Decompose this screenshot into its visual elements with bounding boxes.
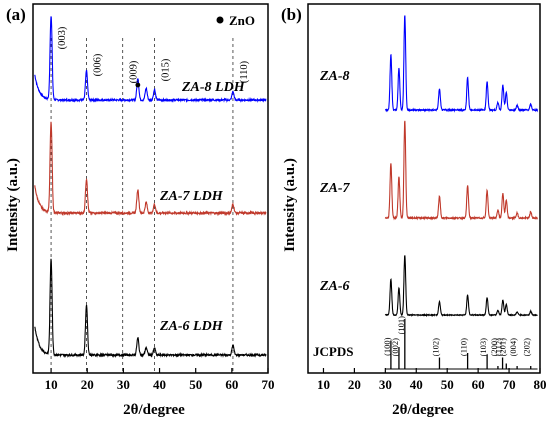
panel-b-series-2-line xyxy=(384,120,538,221)
panel-b-x-axis-title: 2θ/degree xyxy=(392,402,454,418)
panel-b-series-3-line xyxy=(384,255,538,318)
panel-b-jcpds-hkl-9: (004) xyxy=(508,338,518,357)
panel-b-x-tick-label-7: 80 xyxy=(534,377,547,392)
panel-b-x-tick-label-2: 30 xyxy=(379,377,392,392)
panel-a-frame xyxy=(32,3,269,374)
panel-a-x-tick-label-6: 70 xyxy=(262,377,275,392)
panel-b-x-tick-label-3: 40 xyxy=(410,377,423,392)
panel-b-series-3-label: ZA-6 xyxy=(319,279,350,294)
panel-b-y-axis-title: Intensity (a.u.) xyxy=(282,158,298,252)
panel-b-jcpds-hkl-8: (201) xyxy=(497,338,507,357)
zno-legend-marker xyxy=(216,16,224,24)
panel-a-y-axis-title: Intensity (a.u.) xyxy=(5,158,21,252)
panel-a-peak-label-4: (015) xyxy=(160,58,171,81)
zno-legend-label: ZnO xyxy=(229,13,255,28)
panel-a-x-tick-label-1: 20 xyxy=(81,377,94,392)
panel-a-series-2-label: ZA-7 LDH xyxy=(159,189,224,204)
panel-a-x-tick-label-0: 10 xyxy=(45,377,58,392)
panel-a-x-tick-label-4: 50 xyxy=(189,377,202,392)
panel-a-series-3-line xyxy=(34,258,267,359)
panel-b-x-tick-label-0: 10 xyxy=(317,377,330,392)
panel-a-x-tick-label-2: 30 xyxy=(117,377,130,392)
panel-b-jcpds-hkl-6: (200) xyxy=(489,338,499,357)
panel-b-jcpds-hkl-4: (110) xyxy=(459,338,469,356)
panel-b-jcpds-hkl-2: (101) xyxy=(396,316,406,335)
panel-b-x-tick-label-4: 50 xyxy=(441,377,454,392)
panel-a-series-1-label: ZA-8 LDH xyxy=(181,80,246,95)
panel-b-x-tick-label-6: 70 xyxy=(503,377,516,392)
panel-a-series-2-line xyxy=(34,121,267,217)
panel-a-peak-label-0: (003) xyxy=(57,26,68,49)
panel-a-peak-label-5: (110) xyxy=(239,60,250,83)
panel-a-x-axis-title: 2θ/degree xyxy=(123,402,185,418)
panel-b-jcpds-hkl-3: (102) xyxy=(430,338,440,357)
panel-b-jcpds-hkl-10: (202) xyxy=(522,338,532,357)
panel-b-jcpds-hkl-5: (103) xyxy=(478,338,488,357)
panel-a-series-1-line xyxy=(34,16,267,103)
panel-b-x-tick-label-1: 20 xyxy=(348,377,361,392)
panel-a-x-tick-label-3: 40 xyxy=(153,377,166,392)
panel-b-jcpds-hkl-0: (100) xyxy=(382,337,392,356)
panel-b-jcpds-hkl-1: (002) xyxy=(390,338,400,357)
panel-a-series-3-label: ZA-6 LDH xyxy=(159,319,224,334)
panel-a-peak-label-2: (009) xyxy=(129,60,140,83)
panel-a-zno-peak-marker xyxy=(135,82,141,88)
panel-b-series-2-label: ZA-7 xyxy=(319,181,351,196)
panel-b-x-tick-label-5: 60 xyxy=(472,377,485,392)
panel-b-series-1-line xyxy=(384,15,539,113)
panel-b-letter: (b) xyxy=(281,5,302,24)
panel-b-jcpds-hkl-7: (112) xyxy=(494,338,504,356)
panel-b-series-1-label: ZA-8 xyxy=(319,69,350,84)
panel-a-peak-label-1: (006) xyxy=(93,53,104,76)
panel-b-frame xyxy=(307,3,541,374)
panel-a-letter: (a) xyxy=(6,5,26,24)
panel-b-jcpds-label: JCPDS xyxy=(313,344,353,359)
panel-a-x-tick-label-5: 60 xyxy=(225,377,238,392)
